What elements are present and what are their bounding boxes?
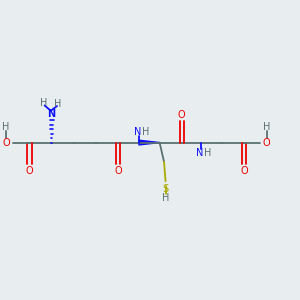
Text: N: N [196, 148, 203, 158]
Text: H: H [142, 127, 149, 137]
Text: H: H [40, 98, 47, 108]
Text: N: N [134, 127, 141, 137]
Text: O: O [178, 110, 186, 120]
Text: H: H [162, 193, 169, 203]
Text: H: H [263, 122, 270, 132]
Text: O: O [114, 166, 122, 176]
Text: H: H [204, 148, 211, 158]
Text: O: O [26, 166, 33, 176]
Text: O: O [263, 138, 271, 148]
Polygon shape [139, 140, 160, 145]
Text: H: H [55, 99, 62, 109]
Text: N: N [48, 109, 56, 119]
Text: O: O [240, 166, 248, 176]
Text: S: S [163, 184, 169, 194]
Text: O: O [2, 138, 10, 148]
Text: H: H [2, 122, 10, 132]
